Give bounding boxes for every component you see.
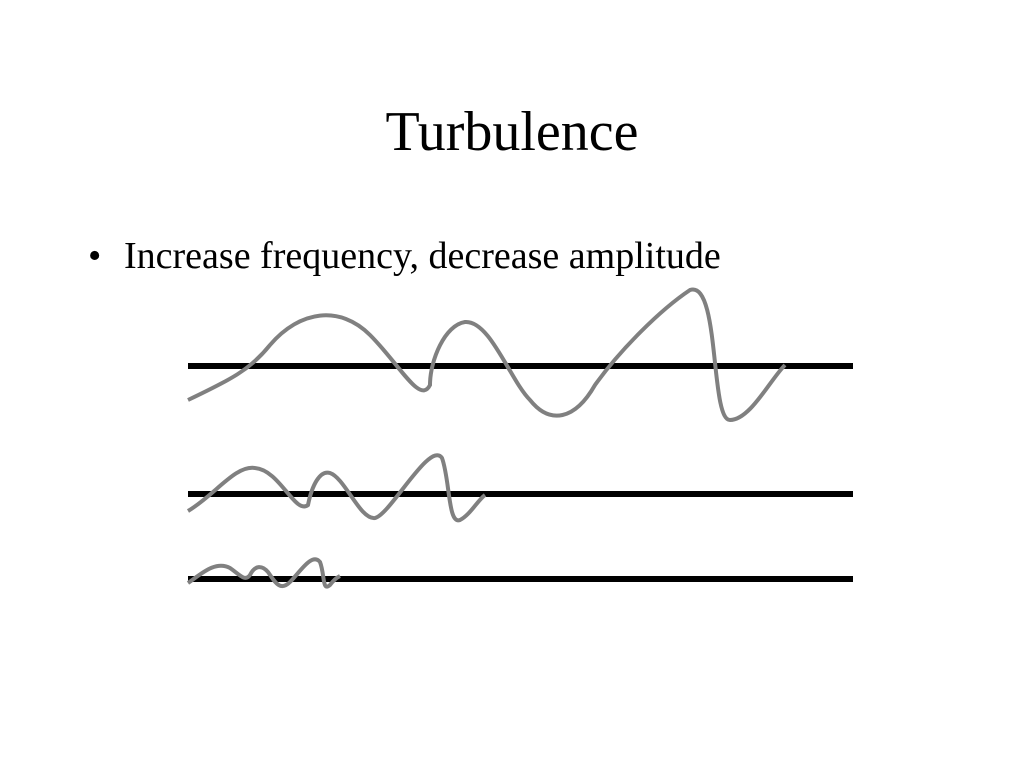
bullet-text: Increase frequency, decrease amplitude — [124, 235, 721, 277]
waves — [186, 287, 787, 589]
slide-title: Turbulence — [385, 101, 639, 163]
wave-large — [187, 287, 787, 423]
bullet: • Increase frequency, decrease amplitude — [88, 235, 721, 277]
baselines — [188, 363, 853, 582]
wave-medium — [186, 453, 487, 523]
wave-small — [186, 557, 341, 589]
